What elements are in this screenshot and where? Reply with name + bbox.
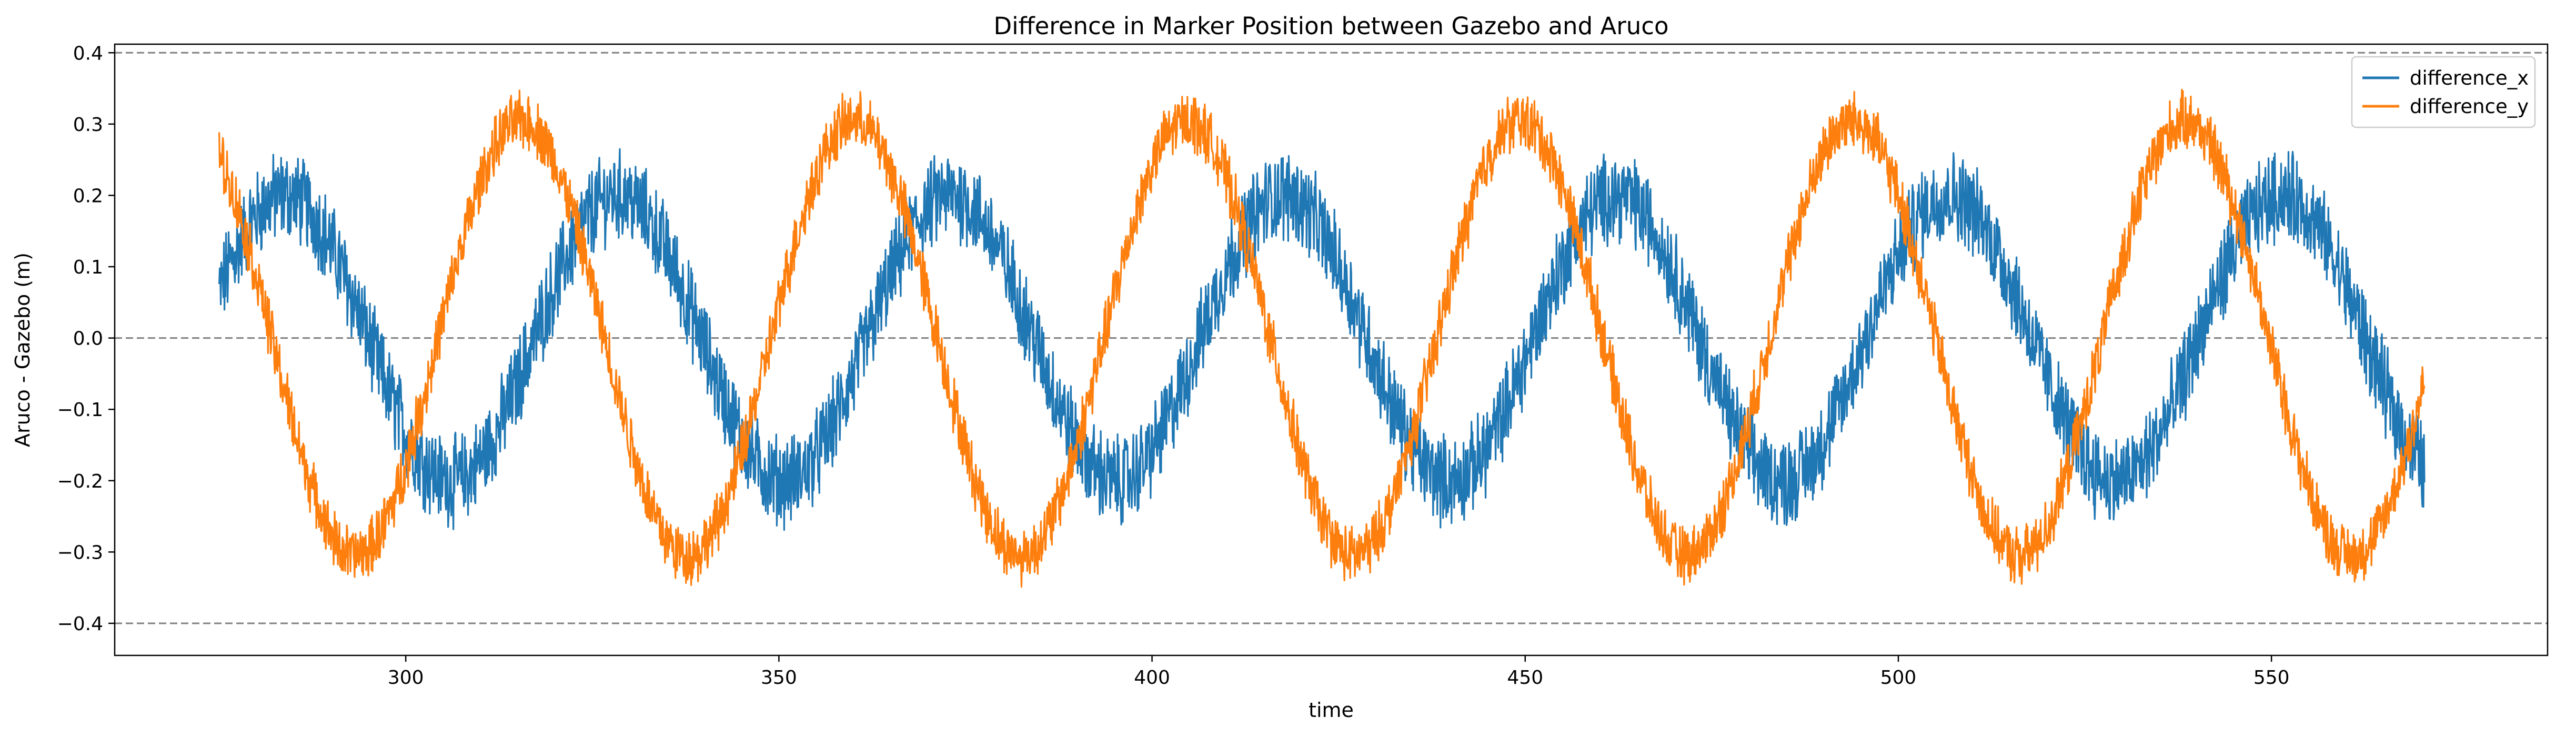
series-line-difference_x	[218, 148, 2426, 531]
x-axis-label: time	[1309, 699, 1354, 722]
y-tick-label: 0.3	[73, 114, 103, 136]
x-tick-label: 300	[388, 667, 424, 689]
x-tick-label: 550	[2253, 667, 2290, 689]
y-tick-label: −0.3	[57, 542, 103, 563]
x-tick-label: 400	[1134, 667, 1170, 689]
y-tick-label: 0.0	[73, 328, 103, 350]
plot-frame	[114, 43, 2549, 656]
legend-label-difference_y: difference_y	[2410, 95, 2529, 118]
y-axis: −0.4 −0.3 −0.2 −0.1 0.0 0.1 0.2 0.3 0.4	[57, 43, 115, 635]
x-axis: 300 350 400 450 500 550	[388, 655, 2290, 689]
y-tick-label: 0.1	[73, 257, 103, 278]
y-tick-label: 0.2	[73, 185, 103, 207]
legend: difference_x difference_y	[2351, 56, 2536, 128]
series-line-difference_y	[218, 88, 2426, 588]
y-tick-label: −0.4	[57, 613, 103, 635]
y-tick-label: −0.2	[57, 471, 103, 492]
series-layer	[218, 88, 2426, 588]
y-axis-label: Aruco - Gazebo (m)	[11, 252, 34, 447]
x-tick-label: 500	[1880, 667, 1917, 689]
y-tick-label: 0.4	[73, 43, 103, 64]
legend-box	[2351, 56, 2536, 128]
x-tick-label: 350	[761, 667, 797, 689]
x-tick-label: 450	[1507, 667, 1543, 689]
legend-label-difference_x: difference_x	[2410, 67, 2529, 89]
chart-title: Difference in Marker Position between Ga…	[993, 12, 1668, 40]
reference-lines	[115, 52, 2548, 624]
y-tick-label: −0.1	[57, 399, 103, 421]
